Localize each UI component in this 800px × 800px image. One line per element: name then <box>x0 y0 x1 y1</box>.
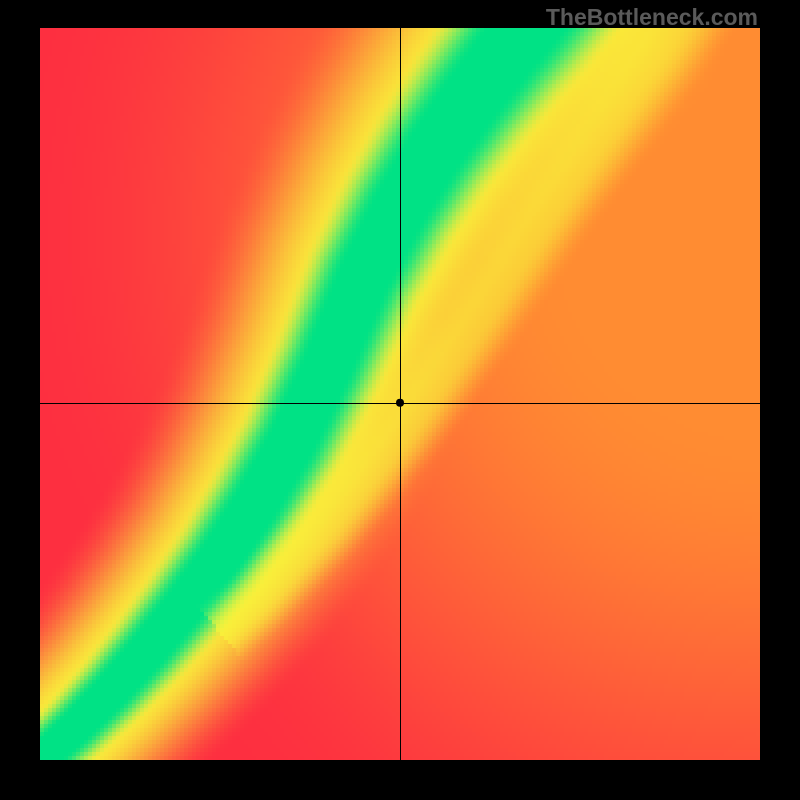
chart-container: TheBottleneck.com <box>0 0 800 800</box>
watermark-text: TheBottleneck.com <box>546 4 758 31</box>
bottleneck-heatmap <box>0 0 800 800</box>
